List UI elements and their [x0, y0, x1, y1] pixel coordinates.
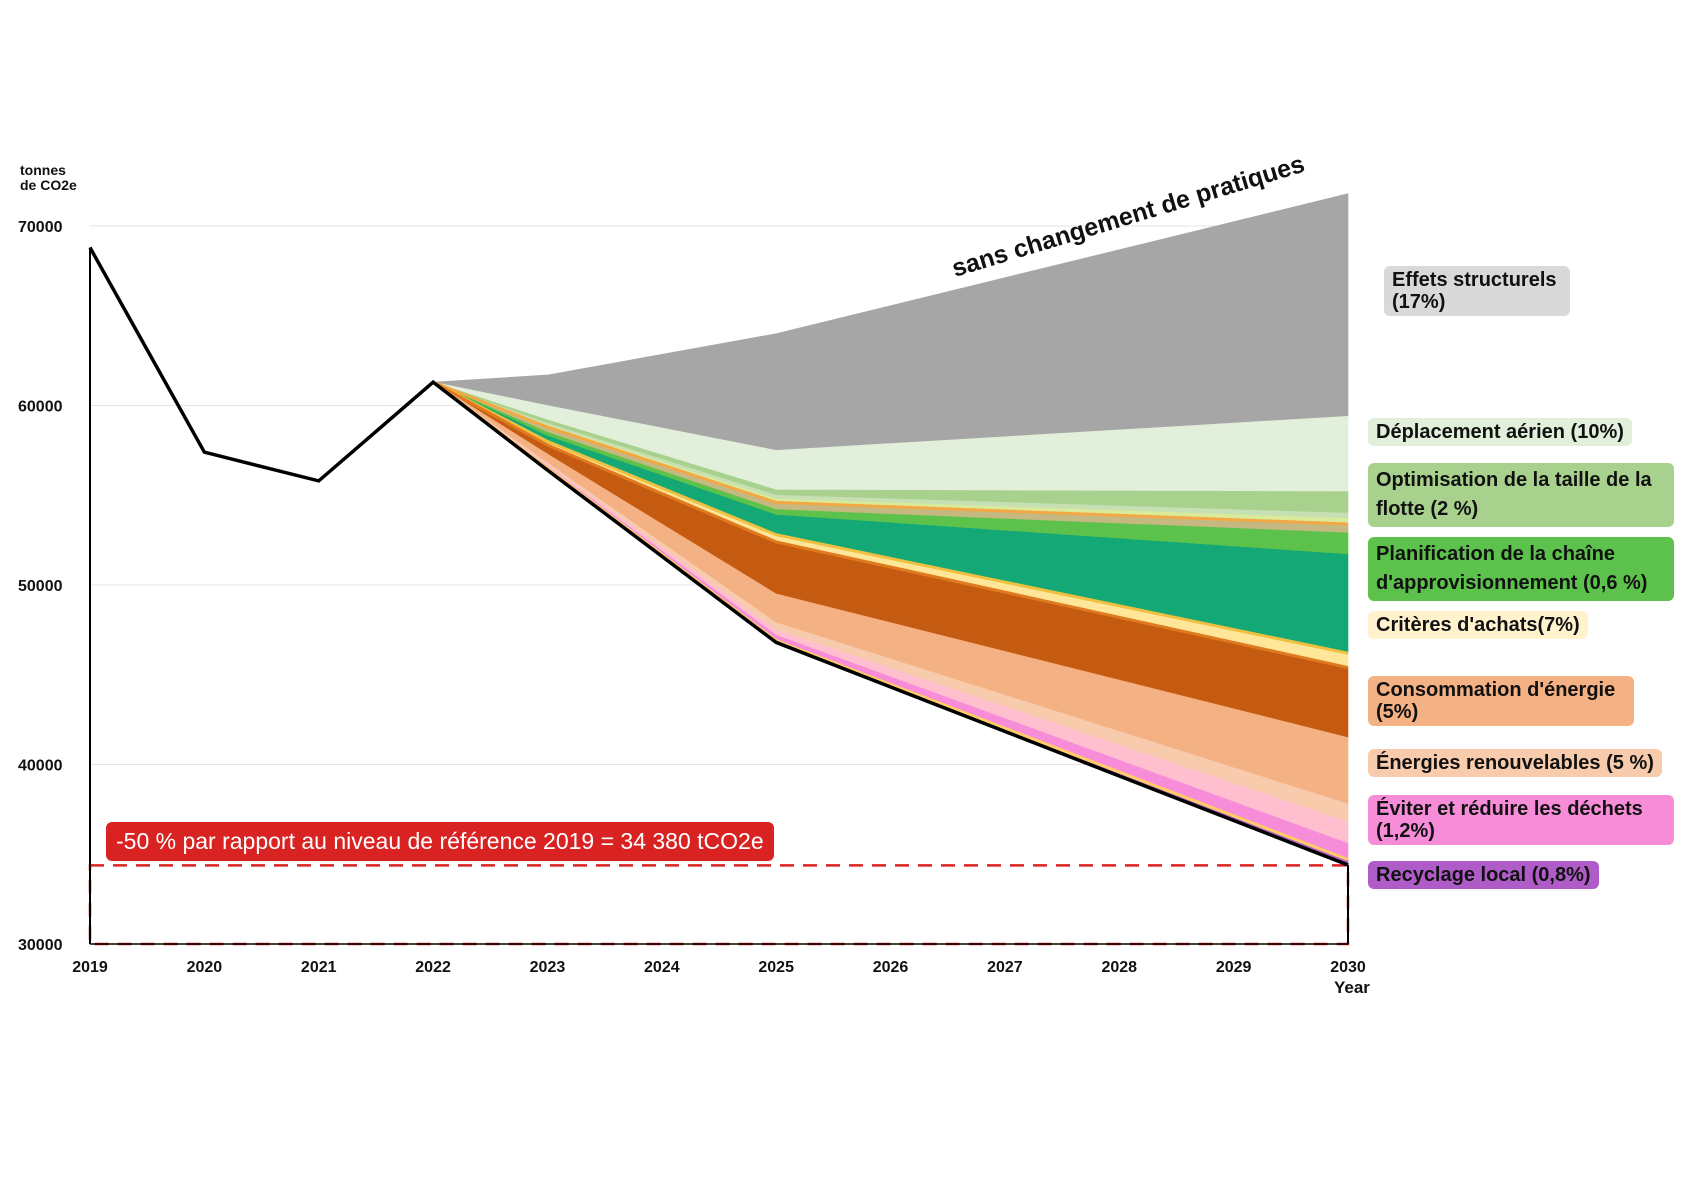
y-tick-60000: 60000 [18, 399, 63, 416]
x-tick-2019: 2019 [72, 959, 108, 976]
x-tick-labels: 2019 2020 2021 2022 2023 2024 2025 2026 2027 2028… [72, 959, 1366, 976]
x-tick-2025: 2025 [758, 959, 794, 976]
band-line-5 [432, 380, 1349, 526]
emission-trajectory-line [88, 246, 1349, 867]
legend-consommation-energie: Consommation d'énergie (5%) [1368, 676, 1634, 726]
y-axis-label: tonnes de CO2e [20, 162, 77, 193]
legend-recyclage-local: Recyclage local (0,8%) [1368, 861, 1599, 889]
x-tick-2030: 2030 [1330, 959, 1366, 976]
legend-criteres-achats: Critères d'achats(7%) [1368, 611, 1588, 639]
emission-lines [88, 246, 1349, 945]
x-tick-2027: 2027 [987, 959, 1023, 976]
x-tick-2028: 2028 [1101, 959, 1137, 976]
target-zone [88, 864, 1350, 946]
x-tick-2022: 2022 [415, 959, 451, 976]
band-line-9 [432, 380, 1349, 670]
x-axis-label: Year [1334, 978, 1370, 997]
band-line-8 [432, 380, 1349, 655]
legend-deplacement-aerien: Déplacement aérien (10%) [1368, 418, 1632, 446]
x-tick-2024: 2024 [644, 959, 680, 976]
y-tick-40000: 40000 [18, 758, 63, 775]
y-tick-30000: 30000 [18, 937, 63, 954]
x-tick-2023: 2023 [530, 959, 566, 976]
legend-eviter-dechets: Éviter et réduire les déchets (1,2%) [1368, 795, 1674, 845]
y-tick-70000: 70000 [18, 219, 63, 236]
x-tick-2021: 2021 [301, 959, 337, 976]
y-tick-50000: 50000 [18, 578, 63, 595]
legend-effets-structurels: Effets structurels (17%) [1384, 266, 1570, 316]
y-tick-labels: 30000 40000 50000 60000 70000 [18, 219, 63, 954]
legend-planification-chaine: Planification de la chaîne d'approvision… [1368, 537, 1674, 601]
legend-optimisation-flotte: Optimisation de la taille de la flotte (… [1368, 463, 1674, 527]
legend-energies-renouvelables: Énergies renouvelables (5 %) [1368, 749, 1662, 777]
x-tick-2026: 2026 [873, 959, 909, 976]
target-dashed-box [88, 864, 1350, 946]
x-tick-2029: 2029 [1216, 959, 1252, 976]
target-label: -50 % par rapport au niveau de référence… [106, 822, 774, 861]
x-tick-2020: 2020 [187, 959, 223, 976]
